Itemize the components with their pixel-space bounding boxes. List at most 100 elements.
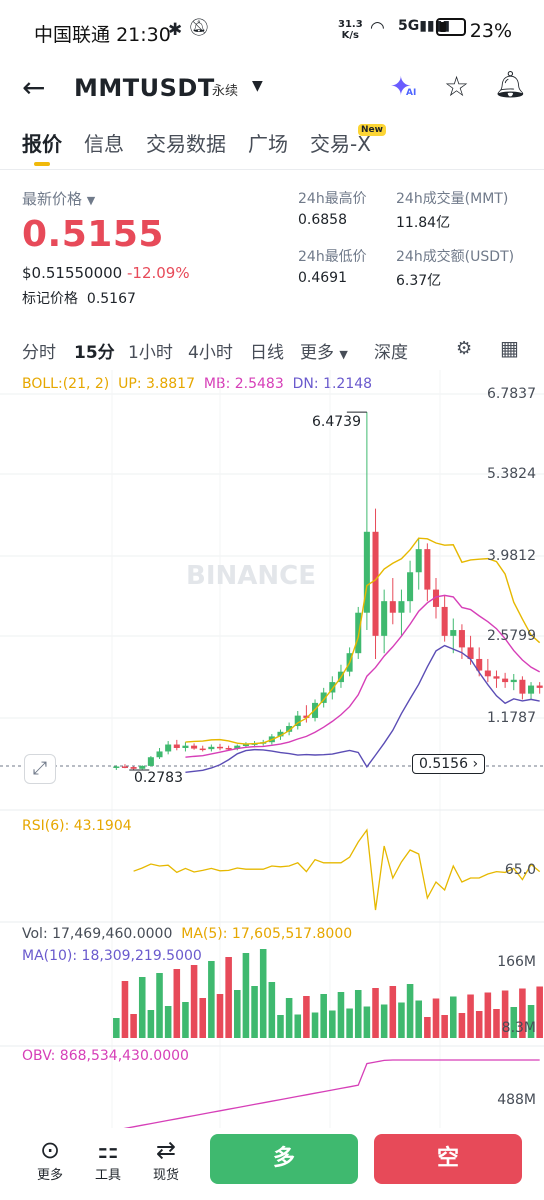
volume-bar bbox=[501, 990, 509, 1038]
candle-body bbox=[536, 685, 543, 688]
bottom-tools-button[interactable]: ⚏ 工具 bbox=[80, 1136, 136, 1183]
candle-body bbox=[121, 766, 128, 768]
interval-1h[interactable]: 1小时 bbox=[128, 343, 173, 363]
candle-body bbox=[199, 748, 206, 751]
symbol-dropdown-caret-icon[interactable]: ▼ bbox=[252, 78, 263, 94]
interval-1d[interactable]: 日线 bbox=[250, 343, 284, 363]
grid-layout-icon[interactable]: ▦ bbox=[500, 336, 519, 360]
candle-body bbox=[415, 549, 422, 573]
candle-body bbox=[441, 606, 448, 636]
volume-bar bbox=[510, 1007, 518, 1038]
symbol-title[interactable]: MMTUSDT bbox=[74, 74, 215, 102]
volume-bar bbox=[536, 986, 543, 1038]
candle-body bbox=[502, 678, 509, 683]
binance-watermark: BINANCE bbox=[186, 561, 316, 591]
volume-bar bbox=[320, 994, 327, 1038]
vol-base-label: 24h成交量(MMT) bbox=[396, 191, 509, 207]
favorite-star-icon[interactable]: ☆ bbox=[444, 70, 470, 103]
volume-bar bbox=[424, 1017, 431, 1038]
interval-4h[interactable]: 4小时 bbox=[188, 343, 233, 363]
candle-body bbox=[493, 676, 500, 679]
vol-axis-bottom: 8.3M bbox=[501, 1020, 536, 1036]
contract-type[interactable]: 永续 bbox=[212, 84, 239, 99]
vol-axis-top: 166M bbox=[497, 954, 536, 970]
volume-bar bbox=[415, 1000, 423, 1038]
candle-body bbox=[182, 745, 189, 748]
volume-bar bbox=[156, 973, 163, 1038]
ai-sparkle-icon[interactable]: ✦ AI bbox=[390, 72, 417, 102]
notification-bell-icon[interactable]: 🔔︎ bbox=[494, 70, 528, 100]
rsi-level: 65.0 bbox=[504, 862, 536, 878]
volume-bar bbox=[432, 998, 440, 1038]
candle-body bbox=[234, 745, 241, 749]
candle-body bbox=[216, 746, 224, 749]
indicator-settings-icon[interactable]: ⚙ bbox=[456, 338, 473, 359]
volume-bar bbox=[519, 988, 526, 1038]
price-axis-5: 1.1787 bbox=[487, 710, 536, 726]
high-label: 24h最高价 bbox=[298, 191, 367, 207]
price-axis-4: 2.5799 bbox=[487, 628, 536, 644]
tab-trading-data[interactable]: 交易数据 bbox=[146, 132, 226, 156]
low-annotation: 0.2783 bbox=[134, 770, 183, 786]
candle-body bbox=[458, 630, 465, 648]
candle-body bbox=[294, 715, 301, 727]
volume-bar bbox=[449, 996, 457, 1038]
volume-bar bbox=[164, 1006, 172, 1038]
volume-bar bbox=[372, 988, 379, 1038]
last-price-label[interactable]: 最新价格 ▼ bbox=[22, 190, 96, 208]
candle-body bbox=[389, 601, 396, 613]
spot-icon: ⇄ bbox=[155, 1136, 177, 1164]
tab-square[interactable]: 广场 bbox=[248, 132, 288, 156]
candle-body bbox=[372, 531, 379, 636]
vol-quote-value: 6.37亿 bbox=[396, 273, 442, 289]
boll-upper-line bbox=[185, 537, 541, 745]
header: ← MMTUSDT 永续 ▼ ✦ AI ☆ 🔔︎ bbox=[0, 64, 544, 114]
candle-body bbox=[156, 751, 163, 758]
wifi-icon: ◠ bbox=[370, 18, 385, 38]
candle-body bbox=[303, 715, 310, 718]
price-axis-1: 6.7837 bbox=[487, 386, 536, 402]
fullscreen-expand-icon[interactable]: ⤢ bbox=[24, 754, 56, 784]
tab-quote[interactable]: 报价 bbox=[22, 132, 62, 156]
back-arrow-icon[interactable]: ← bbox=[22, 71, 46, 104]
candle-body bbox=[510, 679, 517, 683]
tab-info[interactable]: 信息 bbox=[84, 132, 124, 156]
candle-body bbox=[450, 630, 457, 636]
short-button[interactable]: 空 bbox=[374, 1134, 522, 1184]
interval-more[interactable]: 更多 ▼ bbox=[300, 343, 348, 363]
interval-depth[interactable]: 深度 bbox=[374, 343, 408, 363]
interval-bar: 分时 15分 1小时 4小时 日线 更多 ▼ 深度 ⚙ ▦ bbox=[0, 330, 544, 370]
bluetooth-icon: ✱ bbox=[168, 20, 183, 40]
boll-middle-line bbox=[185, 594, 541, 758]
bottom-more-button[interactable]: ⊙ 更多 bbox=[22, 1136, 78, 1183]
volume-bar bbox=[147, 1010, 155, 1038]
volume-bar bbox=[311, 1012, 319, 1038]
mark-price-row: 标记价格 0.5167 bbox=[22, 291, 136, 307]
chart-area[interactable]: BOLL:(21, 2) UP: 3.8817 MB: 2.5483 DN: 1… bbox=[0, 370, 544, 1130]
usd-price: $0.51550000 bbox=[22, 264, 123, 282]
obv-legend: OBV: 868,534,430.0000 bbox=[22, 1048, 189, 1064]
bottom-spot-button[interactable]: ⇄ 现货 bbox=[138, 1136, 194, 1183]
candle-body bbox=[476, 658, 483, 671]
candle-body bbox=[484, 670, 491, 677]
more-caret-icon: ▼ bbox=[339, 348, 348, 361]
candle-body bbox=[208, 746, 215, 750]
candlestick-chart[interactable]: BINANCE bbox=[0, 370, 544, 1130]
candle-body bbox=[424, 549, 431, 590]
volume-bar bbox=[329, 1010, 336, 1038]
current-price-tag[interactable]: 0.5156 › bbox=[412, 754, 486, 774]
volume-bar bbox=[225, 957, 232, 1038]
volume-bar bbox=[303, 996, 310, 1038]
status-bar: 中国联通 21:30 ✱ 🔕︎ 31.3 K/s ◠ 5G▮▮▮▮ 23% bbox=[0, 0, 544, 64]
high-value: 0.6858 bbox=[298, 212, 347, 228]
volume-bar bbox=[493, 1009, 500, 1038]
carrier-name: 中国联通 21:30 bbox=[34, 24, 171, 46]
vol-legend: Vol: 17,469,460.0000 MA(5): 17,605,517.8… bbox=[22, 926, 353, 942]
candle-body bbox=[329, 682, 336, 693]
candle-body bbox=[225, 747, 232, 750]
tab-trade-x[interactable]: 交易-X bbox=[310, 132, 371, 156]
interval-15m[interactable]: 15分 bbox=[74, 343, 115, 363]
long-button[interactable]: 多 bbox=[210, 1134, 358, 1184]
interval-line[interactable]: 分时 bbox=[22, 343, 56, 363]
candle-body bbox=[432, 589, 440, 607]
